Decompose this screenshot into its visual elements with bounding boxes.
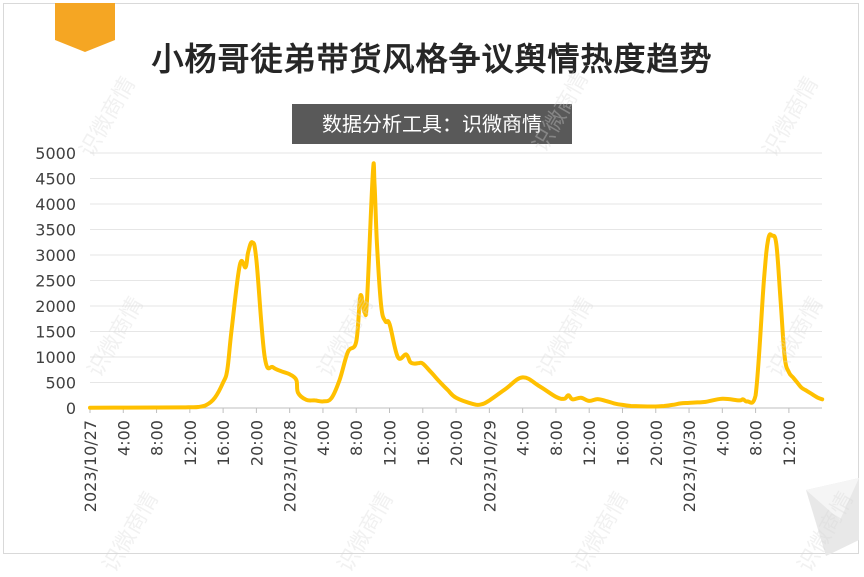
x-tick-label: 2023/10/29: [480, 420, 499, 512]
y-tick-label: 500: [45, 374, 76, 393]
x-tick-label: 16:00: [214, 420, 233, 466]
y-tick-label: 1000: [35, 348, 76, 367]
x-tick-label: 4:00: [514, 420, 533, 456]
y-tick-label: 3500: [35, 221, 76, 240]
x-tick-label: 8:00: [547, 420, 566, 456]
x-tick-label: 4:00: [314, 420, 333, 456]
y-axis-ticks: 0 500 1000 1500 2000 2500 3000 3500 4000 4500 5000: [35, 144, 76, 418]
y-tick-label: 0: [66, 399, 76, 418]
grid-lines: [90, 152, 822, 409]
x-tick-label: 2023/10/27: [81, 420, 100, 512]
y-tick-label: 4500: [35, 170, 76, 189]
y-tick-label: 4000: [35, 195, 76, 214]
page: 0 500 1000 1500 2000 2500 3000 3500 4000 4500 5000…: [3, 3, 860, 577]
y-tick-label: 5000: [35, 144, 76, 163]
x-axis-ticks: 2023/10/27 4:00 8:00 12:00 16:00 20:00 2023/10…: [81, 408, 799, 512]
x-tick-label: 16:00: [414, 420, 433, 466]
chart-subtitle: 数据分析工具：识微商情: [292, 104, 572, 144]
x-tick-label: 12:00: [580, 420, 599, 466]
x-tick-label: 12:00: [780, 420, 799, 466]
x-tick-label: 20:00: [647, 420, 666, 466]
x-tick-label: 12:00: [181, 420, 200, 466]
y-tick-label: 3000: [35, 246, 76, 265]
x-tick-label: 20:00: [247, 420, 266, 466]
x-tick-label: 2023/10/28: [281, 420, 300, 512]
x-tick-label: 4:00: [114, 420, 133, 456]
y-tick-label: 1500: [35, 323, 76, 342]
chart-frame: [3, 3, 859, 554]
series-line: [88, 161, 825, 410]
x-tick-label: 2023/10/30: [680, 420, 699, 512]
x-tick-label: 4:00: [713, 420, 732, 456]
chart-canvas: 0 500 1000 1500 2000 2500 3000 3500 4000 4500 5000…: [35, 3, 859, 556]
x-tick-label: 20:00: [447, 420, 466, 466]
corner-ribbon-icon: [55, 3, 115, 52]
y-tick-label: 2000: [35, 297, 76, 316]
chart-title: 小杨哥徒弟带货风格争议舆情热度趋势: [151, 40, 713, 78]
y-tick-label: 2500: [35, 272, 76, 291]
page-curl-fold-icon: [806, 478, 859, 520]
x-tick-label: 16:00: [613, 420, 632, 466]
x-tick-label: 8:00: [347, 420, 366, 456]
x-tick-label: 8:00: [747, 420, 766, 456]
x-tick-label: 8:00: [148, 420, 167, 456]
x-tick-label: 12:00: [381, 420, 400, 466]
